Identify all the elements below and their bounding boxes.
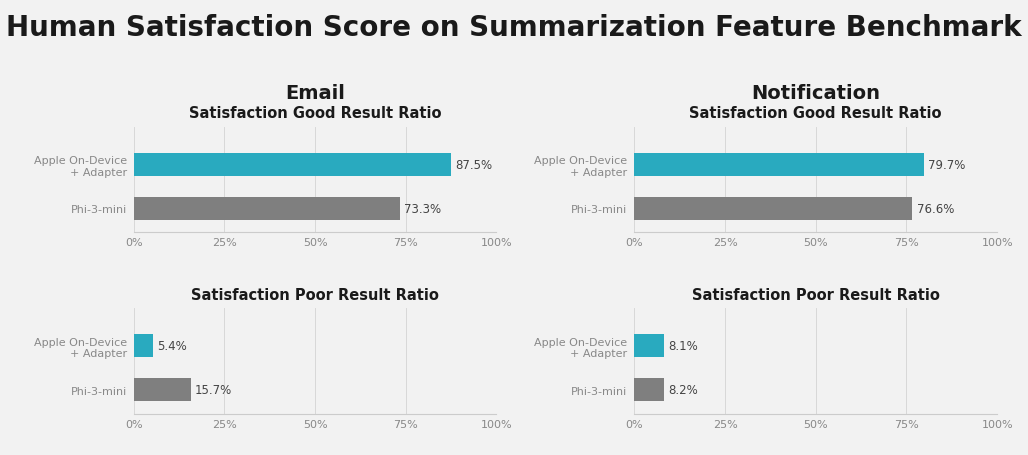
Bar bbox=[634, 197, 912, 220]
Text: 79.7%: 79.7% bbox=[928, 158, 965, 171]
Bar bbox=[134, 153, 451, 176]
Text: 8.2%: 8.2% bbox=[668, 384, 698, 396]
Text: 8.1%: 8.1% bbox=[668, 339, 698, 353]
Text: 5.4%: 5.4% bbox=[157, 339, 187, 353]
Title: Satisfaction Poor Result Ratio: Satisfaction Poor Result Ratio bbox=[191, 287, 439, 302]
Text: 76.6%: 76.6% bbox=[917, 202, 954, 215]
Bar bbox=[634, 153, 923, 176]
Text: Human Satisfaction Score on Summarization Feature Benchmark: Human Satisfaction Score on Summarizatio… bbox=[6, 14, 1022, 41]
Title: Satisfaction Poor Result Ratio: Satisfaction Poor Result Ratio bbox=[692, 287, 940, 302]
Title: Satisfaction Good Result Ratio: Satisfaction Good Result Ratio bbox=[690, 106, 942, 121]
Bar bbox=[134, 379, 190, 401]
Text: 87.5%: 87.5% bbox=[455, 158, 492, 171]
Bar bbox=[134, 197, 400, 220]
Text: Notification: Notification bbox=[751, 83, 880, 102]
Text: 73.3%: 73.3% bbox=[404, 202, 441, 215]
Title: Satisfaction Good Result Ratio: Satisfaction Good Result Ratio bbox=[189, 106, 441, 121]
Text: Email: Email bbox=[285, 83, 345, 102]
Bar bbox=[634, 334, 664, 358]
Text: 15.7%: 15.7% bbox=[195, 384, 232, 396]
Bar bbox=[634, 379, 664, 401]
Bar bbox=[134, 334, 153, 358]
